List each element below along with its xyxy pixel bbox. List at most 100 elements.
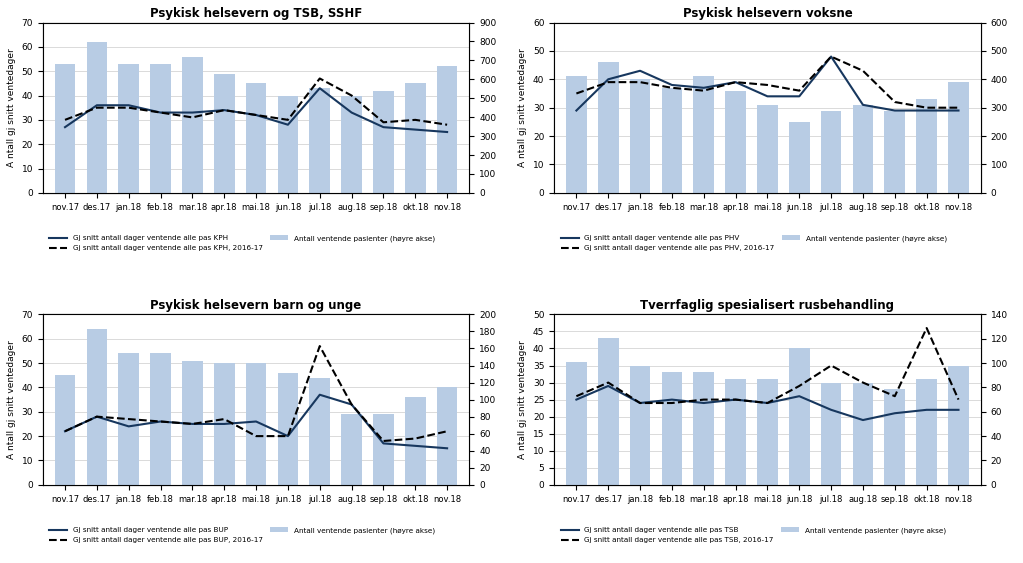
Gj snitt antall dager ventende alle pas PHV, 2016-17 (698, 87, 710, 94)
Gj snitt antall dager ventende alle pas TSB, 2016-17 (857, 379, 870, 386)
Gj snitt antall dager ventende alle pas BUP, 2016-17 (218, 415, 230, 422)
Gj snitt antall dager ventende alle pas TSB (666, 396, 678, 403)
Gj snitt antall dager ventende alle pas PHV, 2016-17 (825, 53, 837, 60)
Bar (789, 348, 809, 485)
Line: Gj snitt antall dager ventende alle pas BUP, 2016-17: Gj snitt antall dager ventende alle pas … (65, 346, 447, 441)
Bar (694, 372, 714, 485)
Line: Gj snitt antall dager ventende alle pas KPH: Gj snitt antall dager ventende alle pas … (65, 88, 447, 132)
Bar (597, 62, 619, 193)
Gj snitt antall dager ventende alle pas TSB (729, 396, 742, 403)
Bar (277, 373, 299, 485)
Gj snitt antall dager ventende alle pas KPH (123, 102, 135, 109)
Gj snitt antall dager ventende alle pas BUP, 2016-17 (441, 428, 453, 435)
Title: Psykisk helsevern og TSB, SSHF: Psykisk helsevern og TSB, SSHF (150, 7, 362, 20)
Bar (948, 365, 969, 485)
Gj snitt antall dager ventende alle pas KPH (346, 109, 358, 116)
Line: Gj snitt antall dager ventende alle pas PHV, 2016-17: Gj snitt antall dager ventende alle pas … (576, 56, 959, 108)
Gj snitt antall dager ventende alle pas PHV, 2016-17 (889, 99, 901, 105)
Gj snitt antall dager ventende alle pas BUP, 2016-17 (154, 418, 167, 425)
Bar (277, 96, 299, 193)
Gj snitt antall dager ventende alle pas KPH (441, 129, 453, 136)
Bar (437, 387, 457, 485)
Gj snitt antall dager ventende alle pas BUP, 2016-17 (250, 433, 262, 440)
Gj snitt antall dager ventende alle pas KPH, 2016-17 (346, 92, 358, 99)
Gj snitt antall dager ventende alle pas TSB (698, 400, 710, 406)
Bar (757, 105, 777, 193)
Bar (373, 91, 394, 193)
Gj snitt antall dager ventende alle pas TSB (921, 406, 933, 413)
Bar (182, 56, 203, 193)
Gj snitt antall dager ventende alle pas BUP, 2016-17 (346, 401, 358, 408)
Gj snitt antall dager ventende alle pas KPH (409, 126, 421, 133)
Gj snitt antall dager ventende alle pas PHV, 2016-17 (666, 84, 678, 91)
Gj snitt antall dager ventende alle pas PHV (698, 84, 710, 91)
Y-axis label: A ntall gj snitt ventedager: A ntall gj snitt ventedager (519, 48, 527, 167)
Gj snitt antall dager ventende alle pas BUP (281, 433, 294, 440)
Legend: Gj snitt antall dager ventende alle pas PHV, Gj snitt antall dager ventende alle: Gj snitt antall dager ventende alle pas … (558, 233, 949, 254)
Bar (87, 42, 107, 193)
Gj snitt antall dager ventende alle pas KPH, 2016-17 (377, 119, 390, 126)
Gj snitt antall dager ventende alle pas BUP (314, 391, 326, 398)
Gj snitt antall dager ventende alle pas KPH, 2016-17 (281, 117, 294, 123)
Gj snitt antall dager ventende alle pas PHV (857, 101, 870, 108)
Title: Tverrfaglig spesialisert rusbehandling: Tverrfaglig spesialisert rusbehandling (640, 299, 894, 312)
Gj snitt antall dager ventende alle pas KPH, 2016-17 (123, 104, 135, 111)
Gj snitt antall dager ventende alle pas TSB (793, 393, 805, 400)
Bar (885, 110, 905, 193)
Gj snitt antall dager ventende alle pas KPH (91, 102, 103, 109)
Gj snitt antall dager ventende alle pas TSB, 2016-17 (761, 400, 773, 406)
Line: Gj snitt antall dager ventende alle pas TSB, 2016-17: Gj snitt antall dager ventende alle pas … (576, 328, 959, 403)
Gj snitt antall dager ventende alle pas TSB, 2016-17 (793, 383, 805, 390)
Bar (119, 354, 139, 485)
Gj snitt antall dager ventende alle pas PHV, 2016-17 (921, 104, 933, 111)
Gj snitt antall dager ventende alle pas TSB (857, 417, 870, 423)
Gj snitt antall dager ventende alle pas PHV (634, 68, 647, 74)
Bar (757, 379, 777, 485)
Gj snitt antall dager ventende alle pas TSB (825, 406, 837, 413)
Gj snitt antall dager ventende alle pas KPH, 2016-17 (154, 109, 167, 116)
Gj snitt antall dager ventende alle pas PHV (825, 53, 837, 60)
Bar (214, 74, 234, 193)
Gj snitt antall dager ventende alle pas TSB, 2016-17 (603, 379, 615, 386)
Gj snitt antall dager ventende alle pas KPH, 2016-17 (409, 117, 421, 123)
Gj snitt antall dager ventende alle pas BUP, 2016-17 (409, 435, 421, 442)
Gj snitt antall dager ventende alle pas BUP (123, 423, 135, 430)
Bar (342, 414, 362, 485)
Legend: Gj snitt antall dager ventende alle pas BUP, Gj snitt antall dager ventende alle: Gj snitt antall dager ventende alle pas … (46, 524, 438, 546)
Bar (246, 363, 266, 485)
Gj snitt antall dager ventende alle pas PHV (666, 82, 678, 88)
Gj snitt antall dager ventende alle pas BUP (186, 421, 198, 427)
Bar (694, 77, 714, 193)
Bar (437, 66, 457, 193)
Bar (87, 329, 107, 485)
Gj snitt antall dager ventende alle pas PHV (570, 107, 582, 114)
Gj snitt antall dager ventende alle pas BUP, 2016-17 (123, 415, 135, 422)
Bar (885, 390, 905, 485)
Gj snitt antall dager ventende alle pas BUP (218, 421, 230, 427)
Gj snitt antall dager ventende alle pas BUP (91, 413, 103, 420)
Bar (789, 122, 809, 193)
Gj snitt antall dager ventende alle pas PHV, 2016-17 (952, 104, 965, 111)
Bar (820, 383, 842, 485)
Gj snitt antall dager ventende alle pas TSB (570, 396, 582, 403)
Gj snitt antall dager ventende alle pas TSB, 2016-17 (570, 393, 582, 400)
Bar (725, 91, 746, 193)
Gj snitt antall dager ventende alle pas BUP, 2016-17 (377, 437, 390, 444)
Y-axis label: A ntall gj snitt ventedager: A ntall gj snitt ventedager (7, 340, 16, 459)
Gj snitt antall dager ventende alle pas BUP (346, 401, 358, 408)
Bar (309, 88, 330, 193)
Gj snitt antall dager ventende alle pas KPH (154, 109, 167, 116)
Gj snitt antall dager ventende alle pas KPH, 2016-17 (314, 75, 326, 82)
Gj snitt antall dager ventende alle pas KPH, 2016-17 (218, 107, 230, 114)
Gj snitt antall dager ventende alle pas PHV (603, 76, 615, 83)
Gj snitt antall dager ventende alle pas PHV, 2016-17 (729, 79, 742, 86)
Gj snitt antall dager ventende alle pas BUP (250, 418, 262, 425)
Bar (246, 83, 266, 193)
Gj snitt antall dager ventende alle pas BUP (154, 418, 167, 425)
Gj snitt antall dager ventende alle pas KPH (59, 124, 72, 131)
Gj snitt antall dager ventende alle pas TSB (634, 400, 647, 406)
Gj snitt antall dager ventende alle pas PHV (729, 79, 742, 86)
Gj snitt antall dager ventende alle pas TSB, 2016-17 (634, 400, 647, 406)
Gj snitt antall dager ventende alle pas TSB, 2016-17 (889, 393, 901, 400)
Gj snitt antall dager ventende alle pas PHV (952, 107, 965, 114)
